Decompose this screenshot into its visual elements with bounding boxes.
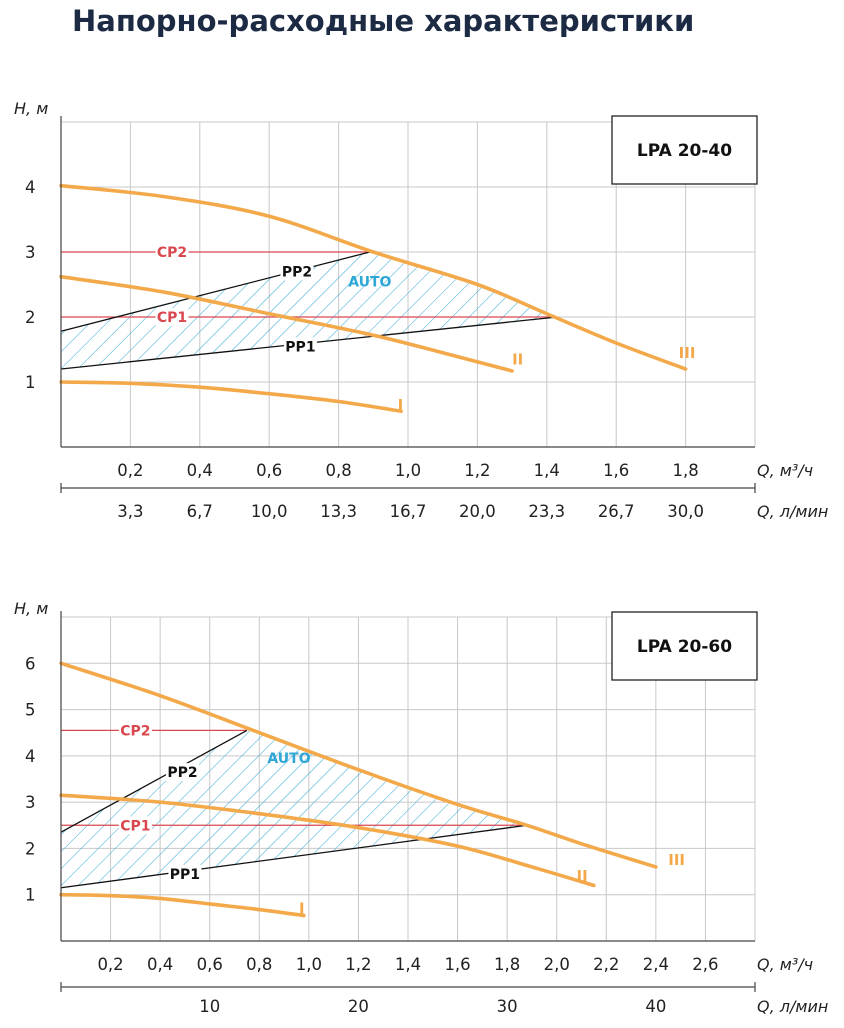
curve-ii (59, 793, 596, 888)
model-box (611, 611, 758, 681)
y-tick-label: 6 (25, 654, 36, 673)
x2-axis-label: Q, л/мин (757, 997, 828, 1016)
x-tick-label: 1,6 (444, 955, 470, 974)
x-tick-label: 0,4 (187, 461, 213, 480)
curve-label-iii: III (668, 851, 685, 869)
x-tick-label: 1,8 (672, 461, 698, 480)
pp2-label: PP2 (282, 265, 312, 281)
cp1-label: CP1 (120, 818, 150, 834)
x2-tick-label: 20,0 (459, 502, 496, 521)
page-title: Напорно-расходные характеристики (72, 4, 695, 38)
x-tick-label: 2,4 (643, 955, 669, 974)
curve-ii (59, 274, 514, 373)
cp1-label-bg (118, 816, 152, 835)
x-tick-label: 0,4 (147, 955, 173, 974)
y-tick-label: 4 (25, 747, 36, 766)
y-tick-label: 1 (25, 373, 36, 392)
curve-i (59, 892, 306, 918)
auto-label: AUTO (267, 751, 310, 767)
x-tick-label: 0,2 (97, 955, 123, 974)
x-tick-label: 2,6 (692, 955, 718, 974)
x-axis-label: Q, м³/ч (757, 461, 813, 480)
pp1-label-bg (283, 337, 317, 356)
x-tick-label: 1,6 (603, 461, 629, 480)
y-tick-label: 3 (25, 793, 36, 812)
x-tick-label: 0,2 (117, 461, 143, 480)
pp1-line (60, 824, 528, 889)
y-tick-label: 3 (25, 243, 36, 262)
pp1-label: PP1 (285, 339, 315, 355)
pp2-label: PP2 (167, 765, 197, 781)
x-tick-label: 1,2 (345, 955, 371, 974)
curve-iii (59, 661, 658, 869)
model-label: LPA 20-60 (637, 637, 732, 657)
x-tick-label: 0,6 (197, 955, 223, 974)
model-label: LPA 20-40 (637, 141, 732, 161)
x-tick-label: 0,8 (325, 461, 351, 480)
y-tick-label: 2 (25, 839, 36, 858)
x-axis-label: Q, м³/ч (757, 955, 813, 974)
x-tick-label: 0,6 (256, 461, 282, 480)
y-tick-label: 1 (25, 886, 36, 905)
pp2-line (60, 729, 248, 833)
cp2-label-bg (118, 721, 152, 740)
y-tick-label: 2 (25, 308, 36, 327)
x-tick-label: 1,0 (395, 461, 421, 480)
x2-tick-label: 3,3 (117, 502, 143, 521)
cp1-label: CP1 (157, 310, 187, 326)
x2-tick-label: 10,0 (251, 502, 288, 521)
curve-label-i: I (299, 900, 305, 918)
y-axis-label: H, м (14, 99, 48, 118)
y-tick-label: 5 (25, 701, 36, 720)
x2-axis-label: Q, л/мин (757, 502, 828, 521)
pp2-label-bg (165, 763, 199, 782)
cp2-label: CP2 (157, 245, 187, 261)
x-tick-label: 1,4 (395, 955, 421, 974)
pp1-label-bg (168, 864, 202, 883)
cp2-label-bg (155, 243, 189, 261)
curve-i (59, 380, 403, 414)
x2-tick-label: 23,3 (528, 502, 565, 521)
x2-tick-label: 26,7 (598, 502, 635, 521)
x2-tick-label: 20 (348, 997, 369, 1016)
x-tick-label: 1,2 (464, 461, 490, 480)
cp2-label: CP2 (120, 723, 150, 739)
curve-label-i: I (398, 396, 404, 414)
curve-iii (59, 183, 688, 371)
curve-label-ii: II (512, 350, 523, 368)
x-tick-label: 1,0 (296, 955, 322, 974)
x2-tick-label: 30 (497, 997, 518, 1016)
x-tick-label: 0,8 (246, 955, 272, 974)
x2-tick-label: 40 (645, 997, 666, 1016)
x-tick-label: 1,4 (534, 461, 560, 480)
pp2-line (60, 251, 370, 332)
curve-label-ii: II (577, 867, 588, 885)
auto-label: AUTO (348, 274, 391, 290)
x2-tick-label: 6,7 (187, 502, 213, 521)
model-box (611, 115, 758, 185)
x-tick-label: 2,0 (544, 955, 570, 974)
pp1-label: PP1 (170, 867, 200, 883)
x-tick-label: 2,2 (593, 955, 619, 974)
cp1-label-bg (155, 308, 189, 326)
y-tick-label: 4 (25, 178, 36, 197)
x2-tick-label: 16,7 (390, 502, 427, 521)
y-axis-label: H, м (14, 599, 48, 618)
curve-label-iii: III (679, 344, 696, 362)
x2-tick-label: 13,3 (320, 502, 357, 521)
auto-region (61, 252, 558, 369)
x-tick-label: 1,8 (494, 955, 520, 974)
x2-tick-label: 30,0 (667, 502, 704, 521)
pp2-label-bg (280, 262, 314, 281)
x2-tick-label: 10 (199, 997, 220, 1016)
